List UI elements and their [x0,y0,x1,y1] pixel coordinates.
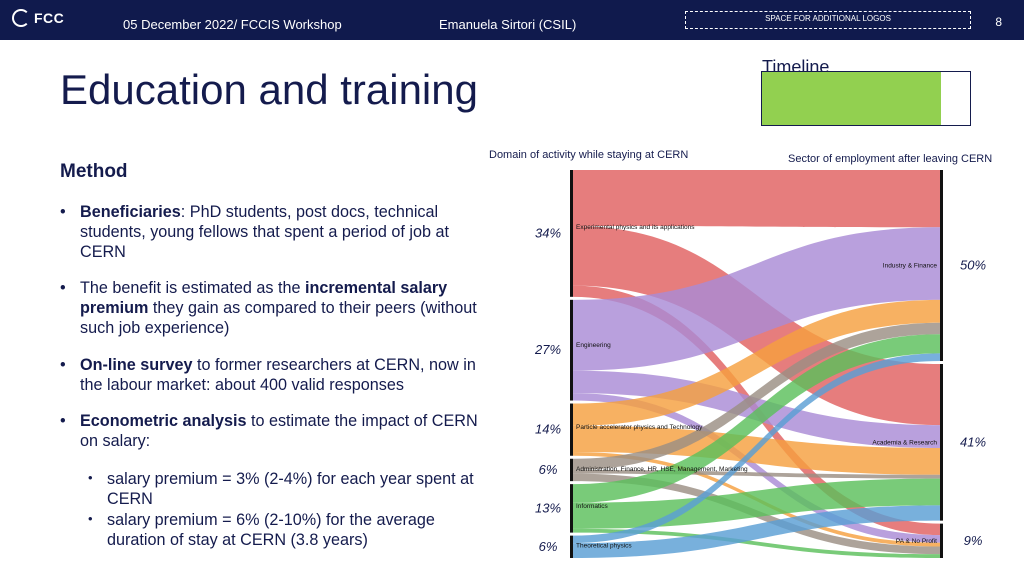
bullet-bold: incremental salary premium [80,279,448,317]
sankey-target-label: Industry & Finance [883,263,938,270]
sub-bullet-dot: • [88,511,93,526]
sub-bullet-dot: • [88,470,93,485]
sankey-source-label: Experimental physics and its application… [576,224,695,231]
sankey-flow [573,334,940,503]
sankey-source-label: Administration, Finance, HR, HSE, Manage… [576,466,748,473]
sankey-source-node [570,535,573,558]
timeline-bar [761,71,971,126]
sankey-target-percent: 41% [960,434,986,449]
fcc-logo: FCC [12,9,64,27]
sankey-source-label: Theoretical physics [576,543,632,550]
sub-bullet-premium-average: • salary premium = 6% (2-10%) for the av… [88,510,488,550]
sankey-diagram: Experimental physics and its application… [534,170,986,558]
sankey-source-node [570,484,573,533]
bullet-bold: Beneficiaries [80,203,181,221]
date-event: 05 December 2022/ FCCIS Workshop [123,17,342,32]
sankey-target-percent: 9% [964,533,983,548]
bullet-dot: • [60,203,66,221]
sankey-target-label: PA & No Profit [896,538,937,545]
sankey-source-label: Engineering [576,342,611,349]
bullet-text: to estimate the impact of CERN on salary… [80,412,478,450]
sub-bullet-premium-year: • salary premium = 3% (2-4%) for each ye… [88,469,488,509]
sankey-source-percent: 14% [535,422,561,437]
header-bar: FCC 05 December 2022/ FCCIS Workshop Ema… [0,0,1024,40]
sankey-flow [573,393,940,543]
sankey-flow [573,170,940,228]
sankey-source-label: Particle accelerator physics and Technol… [576,424,703,431]
bullet-bold: Econometric analysis [80,412,247,430]
sankey-target-node [940,170,943,361]
bullet-benefit: • The benefit is estimated as the increm… [60,278,490,338]
sub-bullet-text: salary premium = 6% (2-10%) for the aver… [107,511,435,549]
sankey-source-percent: 27% [534,342,561,357]
sankey-target-node [940,364,943,521]
sankey-source-percent: 13% [535,500,561,515]
sankey-flow [573,528,940,558]
bullet-text: they gain as compared to their peers (wi… [80,299,477,337]
sankey-right-title: Sector of employment after leaving CERN [788,153,993,165]
sankey-flow [573,505,940,558]
sub-bullet-text: salary premium = 3% (2-4%) for each year… [107,470,474,508]
sankey-source-percent: 6% [539,539,558,554]
bullet-text: The benefit is estimated as the [80,279,305,297]
timeline-fill [762,72,941,125]
bullet-text: to former researchers at CERN, now in th… [80,356,476,394]
sankey-source-node [570,299,573,401]
sankey-source-percent: 6% [539,462,558,477]
sankey-flow [573,322,940,470]
page-title: Education and training [60,66,478,113]
sankey-flow [573,227,940,371]
logos-placeholder: SPACE FOR ADDITIONAL LOGOS [685,11,971,29]
sankey-flow [573,353,940,544]
fcc-ring-icon [12,9,30,27]
bullet-econometric: • Econometric analysis to estimate the i… [60,411,490,451]
bullet-dot: • [60,279,66,297]
sankey-source-node [570,170,573,297]
bullet-survey: • On-line survey to former researchers a… [60,355,490,395]
logo-text: FCC [34,10,65,26]
bullet-dot: • [60,412,66,430]
sankey-target-percent: 50% [960,258,986,273]
sankey-target-label: Academia & Research [872,439,937,446]
page-number: 8 [995,15,1002,29]
bullet-dot: • [60,356,66,374]
sankey-target-node [940,523,943,558]
method-heading: Method [60,161,128,182]
sankey-flow [573,478,940,529]
bullet-text: : PhD students, post docs, technical stu… [80,203,449,261]
sankey-source-node [570,403,573,456]
sankey-source-percent: 34% [535,225,561,240]
sankey-source-label: Informatics [576,503,609,510]
sankey-source-node [570,458,573,482]
bullet-beneficiaries: • Beneficiaries: PhD students, post docs… [60,202,490,262]
sankey-flow [573,299,940,426]
sankey-left-title: Domain of activity while staying at CERN [489,149,689,161]
bullet-bold: On-line survey [80,356,193,374]
presenter: Emanuela Sirtori (CSIL) [439,17,577,32]
